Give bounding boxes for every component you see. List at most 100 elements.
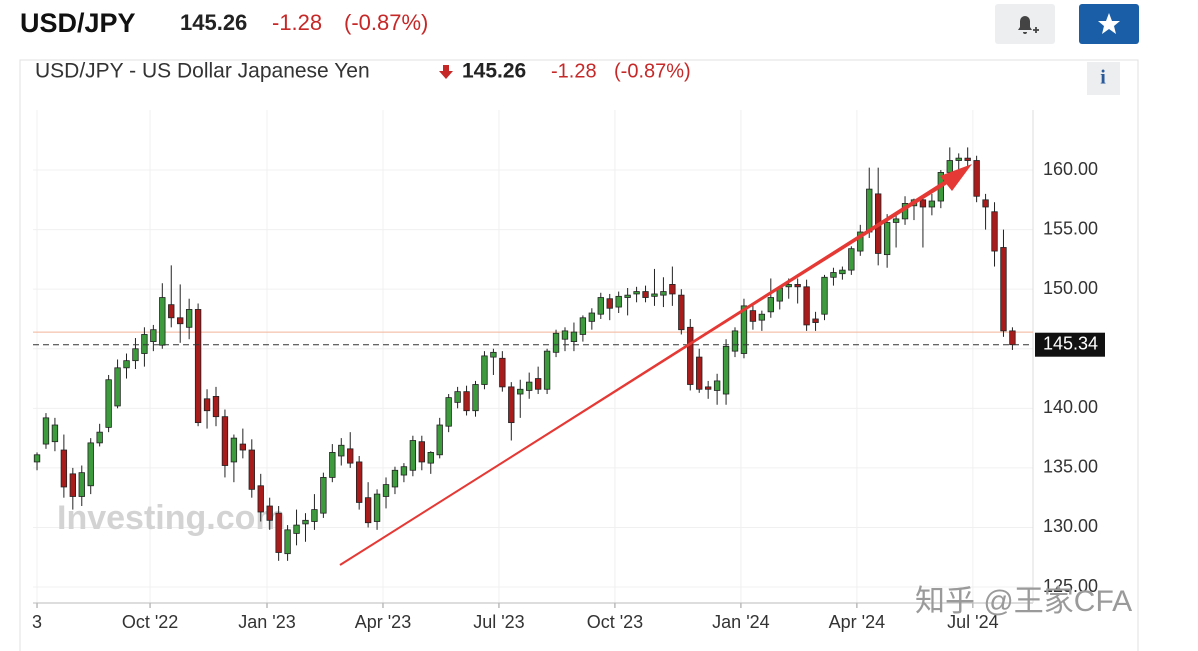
- candle-body: [606, 298, 613, 309]
- candle-body: [409, 440, 417, 471]
- candle-body: [212, 396, 220, 418]
- candle-body: [1000, 247, 1007, 332]
- candle-body: [830, 272, 837, 278]
- candle-body: [579, 317, 587, 335]
- candle-body: [499, 357, 506, 388]
- candle-body: [883, 222, 891, 256]
- candle-body: [284, 529, 291, 555]
- x-tick-label: Jan '24: [712, 612, 769, 632]
- chart-price: 145.26: [462, 60, 526, 83]
- x-tick-label: 3: [32, 612, 42, 632]
- candle-body: [785, 284, 792, 288]
- candle-body: [534, 378, 542, 390]
- candle-body: [517, 388, 524, 395]
- candle-body: [356, 461, 363, 503]
- candle-body: [87, 442, 94, 487]
- candle-body: [347, 448, 354, 464]
- candle-body: [373, 493, 381, 522]
- candle-body: [400, 466, 408, 476]
- candle-body: [839, 269, 846, 275]
- chart-change-pct: (-0.87%): [614, 60, 691, 82]
- candle-body: [678, 294, 685, 331]
- y-tick-label: 150.00: [1043, 278, 1098, 298]
- candle-body: [973, 160, 980, 197]
- candle-body: [221, 416, 229, 466]
- candle-body: [919, 199, 927, 208]
- candle-body: [892, 218, 900, 223]
- candle-body: [633, 291, 640, 295]
- candle-body: [203, 398, 211, 412]
- svg-text:i: i: [1100, 67, 1106, 89]
- candle-body: [194, 309, 202, 424]
- x-tick-label: Apr '24: [829, 612, 885, 632]
- y-tick-label: 140.00: [1043, 397, 1098, 417]
- candle-body: [266, 505, 273, 521]
- candle-body: [159, 297, 166, 346]
- candle-body: [490, 351, 497, 358]
- candle-body: [946, 160, 953, 173]
- candle-body: [588, 312, 596, 322]
- candle-body: [391, 469, 399, 488]
- candle-body: [382, 484, 390, 497]
- candle-body: [364, 497, 372, 524]
- x-tick-label: Oct '23: [587, 612, 643, 632]
- candle-body: [168, 304, 175, 319]
- candle-body: [51, 424, 59, 443]
- candle-body: [60, 449, 68, 488]
- candle-body: [704, 386, 712, 390]
- candle-body: [713, 380, 721, 391]
- candle-body: [78, 472, 85, 497]
- chart-change: -1.28: [551, 60, 597, 82]
- candle-body: [624, 294, 631, 298]
- candle-body: [123, 360, 130, 369]
- candle-body: [436, 424, 443, 456]
- last-price-label: 145.34: [1043, 333, 1098, 353]
- candle-body: [561, 330, 569, 340]
- last-price-box: [1035, 332, 1105, 357]
- candle-body: [275, 512, 282, 553]
- candle-body: [812, 318, 819, 323]
- candle-body: [293, 524, 300, 534]
- candle-body: [454, 391, 461, 403]
- candle-body: [445, 397, 452, 427]
- y-tick-label: 155.00: [1043, 218, 1098, 238]
- candle-body: [311, 509, 318, 522]
- candle-body: [991, 211, 998, 252]
- candle-body: [105, 379, 112, 428]
- candle-body: [338, 444, 345, 457]
- info-button[interactable]: i: [1087, 62, 1120, 95]
- candle-body: [481, 355, 488, 385]
- candle-body: [982, 199, 989, 208]
- candle-body: [955, 157, 962, 161]
- alert-button[interactable]: [995, 4, 1055, 44]
- watchlist-button[interactable]: [1079, 4, 1139, 44]
- candle-body: [248, 449, 255, 490]
- change: -1.28: [272, 10, 322, 35]
- candle-body: [329, 452, 336, 478]
- candle-body: [141, 334, 148, 354]
- watermark: Investing.com: [57, 499, 286, 537]
- candle-body: [96, 431, 103, 444]
- candle-body: [302, 519, 309, 525]
- candle-body: [758, 313, 766, 321]
- candle-body: [114, 367, 121, 407]
- candle-body: [740, 305, 748, 354]
- candle-body: [230, 437, 238, 463]
- candle-body: [794, 284, 801, 288]
- candle-body: [749, 310, 757, 322]
- candle-body: [928, 200, 936, 208]
- candle-body: [597, 297, 604, 315]
- candle-body: [132, 348, 139, 362]
- candle-body: [821, 276, 828, 315]
- candle-body: [848, 248, 855, 271]
- x-tick-label: Oct '22: [122, 612, 178, 632]
- x-tick-label: Jan '23: [238, 612, 295, 632]
- candle-body: [857, 231, 864, 252]
- x-tick-label: Jul '24: [947, 612, 998, 632]
- candle-body: [660, 291, 667, 296]
- candle-body: [33, 454, 41, 463]
- x-tick-label: Jul '23: [473, 612, 524, 632]
- candle-body: [552, 332, 560, 353]
- candle-body: [543, 350, 551, 390]
